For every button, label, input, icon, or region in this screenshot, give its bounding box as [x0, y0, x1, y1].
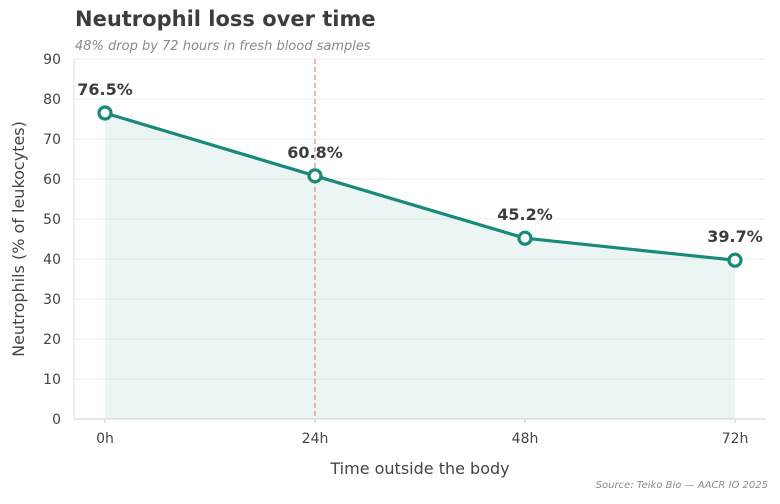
y-tick-30: 30	[43, 292, 61, 308]
x-tick-48h: 48h	[512, 431, 539, 447]
y-tick-50: 50	[43, 212, 61, 228]
area-fill	[105, 113, 735, 419]
y-tick-0: 0	[52, 412, 61, 428]
chart-title: Neutrophil loss over time	[75, 7, 376, 31]
y-tick-80: 80	[43, 92, 61, 108]
data-point-0h	[97, 105, 113, 121]
x-tick-72h: 72h	[722, 431, 749, 447]
series-line	[104, 111, 736, 262]
y-axis-label: Neutrophils (% of leukocytes)	[9, 121, 28, 357]
data-label-0h: 76.5%	[77, 80, 133, 99]
chart-source: Source: Teiko Bio — AACR IO 2025	[595, 480, 768, 491]
data-labels: 76.5% 60.8% 45.2% 39.7%	[77, 80, 763, 246]
data-label-48h: 45.2%	[497, 205, 553, 224]
x-tick-24h: 24h	[302, 431, 329, 447]
x-tick-0h: 0h	[96, 431, 114, 447]
data-points	[97, 105, 743, 268]
chart-subtitle: 48% drop by 72 hours in fresh blood samp…	[75, 39, 371, 54]
data-label-24h: 60.8%	[287, 143, 343, 162]
y-tick-90: 90	[43, 52, 61, 68]
data-point-72h	[727, 252, 743, 268]
data-point-48h	[517, 230, 533, 246]
y-tick-40: 40	[43, 252, 61, 268]
y-tick-10: 10	[43, 372, 61, 388]
data-point-24h	[307, 168, 323, 184]
y-tick-60: 60	[43, 172, 61, 188]
x-axis-label: Time outside the body	[329, 459, 509, 478]
data-label-72h: 39.7%	[707, 227, 763, 246]
y-tick-20: 20	[43, 332, 61, 348]
y-tick-70: 70	[43, 132, 61, 148]
x-tick-labels: 0h 24h 48h 72h	[96, 419, 748, 447]
y-tick-labels: 0 10 20 30 40 50 60 70 80 90	[43, 52, 61, 428]
